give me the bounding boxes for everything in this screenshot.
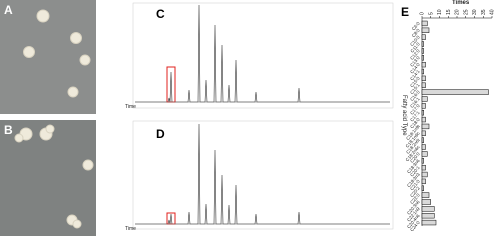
plot-frame	[132, 120, 394, 230]
bar	[421, 55, 424, 61]
x-tick-label: 20	[455, 9, 461, 15]
bar	[421, 206, 435, 212]
bar	[421, 103, 426, 109]
bar	[421, 164, 426, 171]
y-tick-label: C10:0	[409, 34, 421, 47]
y-tick-label: C14:0	[409, 62, 421, 75]
bar	[421, 213, 435, 219]
colonies-b	[14, 124, 94, 229]
bar	[421, 82, 426, 88]
bar	[421, 89, 489, 95]
y-tick-label: C16:1	[409, 96, 421, 109]
y-tick-label: C11:0	[409, 41, 421, 54]
y-tick-label: C14:1	[409, 69, 421, 82]
chromatogram-c: Time	[125, 2, 394, 110]
x-tick-label: 15	[446, 9, 452, 15]
y-axis-title: Fatty acid Type	[401, 95, 407, 136]
bar	[421, 41, 424, 47]
y-tick-label: C18:0	[409, 117, 421, 130]
y-tick-label: C12:0	[409, 48, 421, 61]
bar	[421, 130, 426, 136]
bar	[421, 171, 428, 178]
y-tick-label: C16:0	[409, 89, 421, 102]
y-tick-label: C20:2	[409, 185, 421, 198]
bar	[421, 185, 424, 191]
panel-label: A	[4, 3, 13, 17]
panel-label: B	[4, 123, 13, 137]
y-tick-label: C15:1	[409, 82, 421, 95]
y-tick-label: C24:0	[409, 220, 421, 233]
panel-label: C	[156, 7, 165, 21]
x-tick-label: 10	[437, 9, 443, 15]
y-tick-label: C6:0	[411, 20, 421, 31]
y-tick-label: C20:1	[409, 165, 421, 178]
y-tick-label: C21:0	[409, 178, 421, 191]
panel-label: E	[401, 5, 409, 19]
bar	[421, 27, 430, 33]
bar	[421, 116, 426, 123]
x-tick-label: 0	[420, 12, 426, 15]
bar	[421, 34, 426, 40]
bar	[421, 68, 424, 75]
bar	[421, 144, 426, 150]
bar	[421, 199, 431, 205]
x-tick-label: 35	[481, 9, 487, 15]
x-axis-label: Time	[125, 226, 136, 232]
bar	[421, 178, 426, 185]
bar	[421, 151, 428, 157]
bar	[421, 61, 426, 68]
bar	[421, 192, 430, 198]
y-tick-label: C20:0	[409, 151, 421, 164]
panel-label: D	[156, 127, 165, 141]
bar	[421, 219, 437, 226]
bar	[421, 96, 428, 102]
y-tick-label: C17:0	[409, 103, 421, 116]
bar	[421, 75, 426, 82]
chromatogram-d: Time	[125, 120, 394, 232]
bar	[421, 110, 424, 116]
x-axis-label: Time	[125, 104, 136, 110]
bar	[421, 123, 430, 130]
bar	[421, 20, 428, 27]
x-tick-label: 30	[472, 9, 478, 15]
plot-frame	[132, 2, 394, 109]
colonies-a	[23, 9, 91, 98]
x-axis-title: Times	[452, 0, 470, 6]
x-tick-label: 40	[490, 9, 496, 15]
bar	[421, 158, 424, 164]
bar	[421, 48, 424, 54]
y-tick-label: C22:0	[409, 192, 421, 205]
y-tick-label: C8:0	[411, 27, 421, 38]
y-tick-label: C15:0	[409, 75, 421, 88]
y-tick-label: C13:0	[409, 55, 421, 68]
y-tick-label: C17:1	[409, 110, 421, 123]
bar	[421, 137, 424, 143]
x-tick-label: 25	[463, 9, 469, 15]
x-tick-label: 5	[428, 12, 434, 15]
